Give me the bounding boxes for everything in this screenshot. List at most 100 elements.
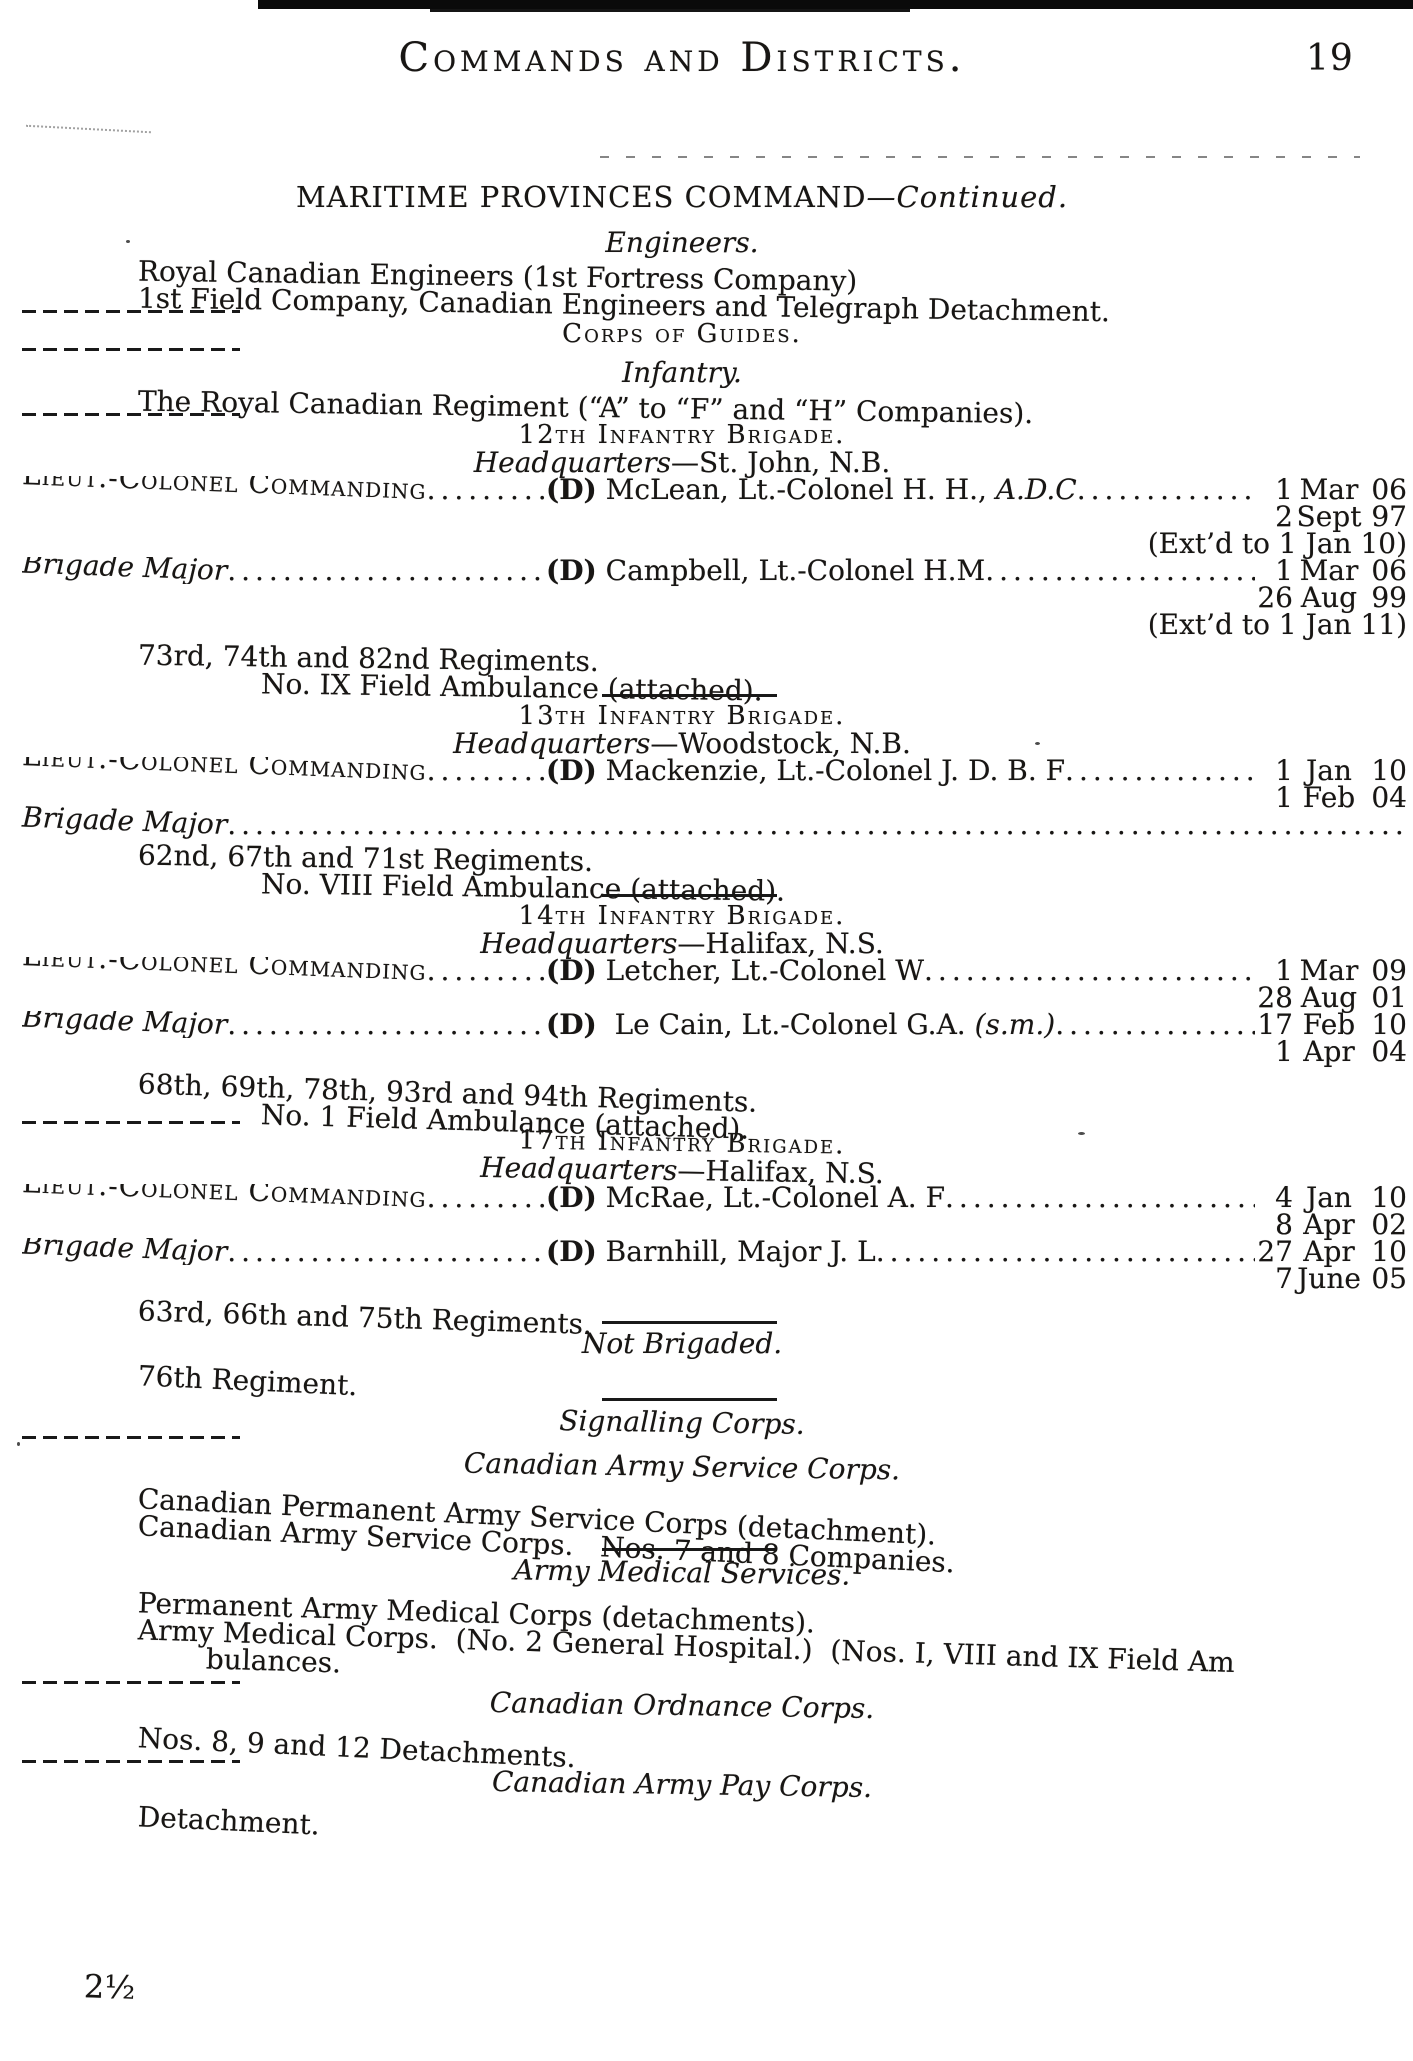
dot-leader: ........................................… [945,1184,1255,1211]
district-mark: (D) [546,554,597,587]
appointment-date: 1 Jan 10 [1255,754,1407,787]
officer-row: Lieut.-Colonel Commanding...............… [22,954,1407,987]
brigade-title: 13th Infantry Brigade. [518,701,846,731]
dot-leader: ........................................… [875,1238,1255,1265]
dot-leader: ........................................… [1076,476,1255,503]
command-title-continued: —Continued. [866,180,1069,214]
date-day: 8 [1275,1208,1293,1241]
secondary-date: 26 Aug 99 [1255,581,1407,614]
date-year: 05 [1371,1262,1407,1295]
date-month: Jan [1306,754,1352,787]
officer-row: Lieut.-Colonel Commanding...............… [22,1181,1407,1214]
scan-edge-bar-thick [430,9,910,12]
date-day: 1 [1275,473,1293,506]
officer-role-label: Brigade Major [22,1238,228,1265]
officer-role-label: Lieut.-Colonel Commanding [22,957,428,984]
scan-speck [17,1442,20,1446]
dot-leader: ........................................… [1055,1011,1255,1038]
dot-leader: ........................................… [924,957,1255,984]
separator-rule [22,348,240,351]
date-day: 1 [1275,954,1293,987]
district-mark: (D) [546,1181,597,1214]
officer-name-suffix: A.D.C [995,473,1077,506]
date-month: Apr [1303,1208,1355,1241]
appointment-date: 4 Jan 10 [1255,1181,1407,1214]
officer-row: Brigade Major...........................… [22,1235,1407,1268]
date-year: 04 [1371,781,1407,814]
signature-mark: 2½ [83,1967,137,2007]
secondary-date: 8 Apr 02 [1255,1208,1407,1241]
page-number: 19 [1306,38,1354,79]
secondary-date-line: 28 Aug 01 [22,981,1407,1014]
officer-row-vacant: Brigade Major ..........................… [22,800,1407,840]
date-month: Jan [1306,1181,1352,1214]
brigade-hq: Headquarters—Halifax, N.S. [22,927,1342,960]
separator-rule [22,1436,240,1439]
date-year: 06 [1371,473,1407,506]
hq-location: —St. John, N.B. [670,446,891,479]
date-month: Apr [1303,1035,1355,1068]
page-title: Commands and Districts. [398,35,966,81]
date-year: 09 [1371,954,1407,987]
brigade-hq: Headquarters—Woodstock, N.B. [22,727,1342,760]
dot-leader: ........................................… [426,957,546,984]
district-mark: (D) [546,754,597,787]
appointment-date: 1 Mar 09 [1255,954,1407,987]
date-year: 10 [1371,754,1407,787]
date-year: 04 [1371,1035,1407,1068]
date-year: 10 [1371,1235,1407,1268]
dot-leader: ........................................… [426,757,546,784]
secondary-date-line: 26 Aug 99 [22,581,1407,614]
page-body: MARITIME PROVINCES COMMAND—Continued. En… [22,172,1407,1842]
officer-role-label: Lieut.-Colonel Commanding [22,1184,428,1211]
district-mark: (D) [546,1008,597,1041]
date-year: 97 [1371,500,1407,533]
secondary-date-line: 1 Feb 04 [22,781,1407,814]
district-mark: (D) [546,954,597,987]
date-month: Aug [1300,981,1358,1014]
separator-rule [602,1548,777,1551]
officer-name: Mackenzie, Lt.-Colonel J. D. B. F [596,754,1066,787]
separator-rule [22,310,240,313]
scan-speck [1035,742,1040,745]
section-heading-army-service-corps: Canadian Army Service Corps. [463,1446,901,1487]
section-heading-not-brigaded: Not Brigaded. [581,1327,783,1360]
appointment-date: 17 Feb 10 [1255,1008,1407,1041]
dot-leader: ........................................… [1065,757,1255,784]
hq-label: Headquarters [480,927,678,960]
date-year: 10 [1371,1181,1407,1214]
date-day: 1 [1275,754,1293,787]
secondary-date: 7 June 05 [1255,1262,1407,1295]
unit-line: Detachment. [137,1800,321,1842]
section-heading-corps-of-guides: Corps of Guides. [562,319,802,349]
secondary-date: 1 Feb 04 [1255,781,1407,814]
officer-role-label: Brigade Major [22,1011,228,1038]
secondary-date-line: 8 Apr 02 [22,1208,1407,1241]
date-month: Mar [1299,473,1359,506]
date-month: Aug [1300,581,1358,614]
dot-leader: ........................................… [227,811,1407,838]
hq-label: Headquarters [479,1150,678,1187]
secondary-date: 1 Apr 04 [1255,1035,1407,1068]
dot-leader: ........................................… [426,476,546,503]
brigade-title: 12th Infantry Brigade. [518,420,846,450]
date-day: 17 [1257,1008,1293,1041]
date-year: 10 [1371,1008,1407,1041]
appointment-date: 1 Mar 06 [1255,473,1407,506]
district-mark: (D) [546,473,597,506]
section-heading-signalling: Signalling Corps. [559,1404,805,1441]
separator-rule [22,1121,240,1124]
date-month: Feb [1302,781,1356,814]
separator-rule [22,1681,240,1684]
date-day: 1 [1275,1035,1293,1068]
date-month: Sept [1296,500,1362,533]
appointment-date: 27 Apr 10 [1255,1235,1407,1268]
hq-label: Headquarters [453,727,651,760]
separator-rule [602,1321,777,1324]
officer-name: Campbell, Lt.-Colonel H.M [596,554,986,587]
date-year: 01 [1371,981,1407,1014]
date-day: 28 [1257,981,1293,1014]
date-day: 7 [1275,1262,1293,1295]
dot-leader: ........................................… [227,557,546,584]
dot-leader: ........................................… [227,1011,546,1038]
